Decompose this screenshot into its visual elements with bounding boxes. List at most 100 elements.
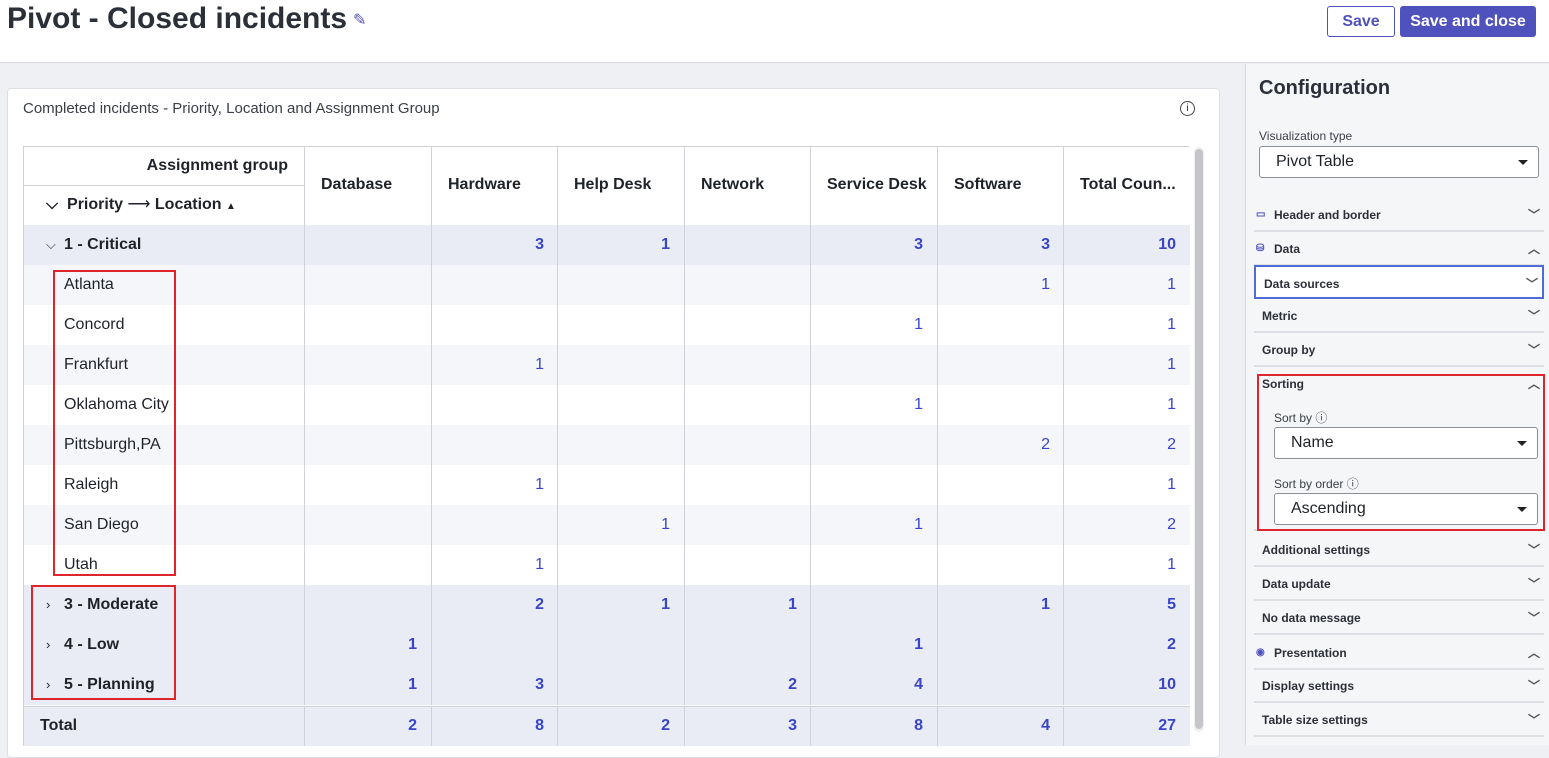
table-cell[interactable]: 1 (1167, 356, 1176, 373)
table-cell[interactable]: 10 (1158, 236, 1176, 253)
cell-border (431, 585, 432, 625)
table-cell[interactable]: 2 (661, 717, 670, 734)
cell-border (1063, 385, 1064, 425)
cell-border (431, 505, 432, 545)
config-section[interactable]: ⛁ Data ︿ (1254, 232, 1544, 266)
table-cell[interactable]: 1 (661, 236, 670, 253)
cell-border (304, 585, 305, 625)
table-cell[interactable]: 4 (1041, 717, 1050, 734)
label-text: Sort by (1274, 411, 1313, 425)
table-cell[interactable]: 1 (914, 316, 923, 333)
table-cell[interactable]: 2 (1041, 436, 1050, 453)
table-cell[interactable]: 5 (1167, 596, 1176, 613)
info-icon[interactable]: i (1180, 101, 1195, 116)
section-chevron[interactable]: ﹀ (1527, 713, 1540, 727)
expand-chevron[interactable]: › (46, 677, 51, 692)
table-cell[interactable]: 2 (1167, 516, 1176, 533)
section-chevron[interactable]: ﹀ (1527, 611, 1540, 625)
table-cell[interactable]: 1 (1167, 476, 1176, 493)
section-chevron[interactable]: ﹀ (1527, 343, 1540, 357)
sort-by-select[interactable]: Name (1274, 427, 1538, 459)
section-label: Display settings (1262, 679, 1355, 693)
table-cell[interactable]: 2 (788, 676, 797, 693)
section-chevron[interactable]: ﹀ (1527, 577, 1540, 591)
table-cell[interactable]: 10 (1158, 676, 1176, 693)
table-cell[interactable]: 2 (1167, 436, 1176, 453)
sort-icon[interactable]: ▲ (226, 201, 236, 212)
config-section[interactable]: Data sources ﹀ (1254, 265, 1544, 299)
table-cell[interactable]: 1 (535, 556, 544, 573)
row-group-header[interactable]: ⌵ Priority ⟶ Location ▲ (46, 186, 236, 224)
column-header: Service Desk (810, 147, 937, 225)
table-cell[interactable]: 1 (914, 516, 923, 533)
table-cell[interactable]: 3 (535, 236, 544, 253)
table-cell[interactable]: 27 (1158, 717, 1176, 734)
config-section[interactable]: Additional settings ﹀ (1254, 533, 1544, 567)
config-section[interactable]: Metric ﹀ (1254, 299, 1544, 333)
section-label: Data update (1262, 577, 1331, 591)
section-chevron[interactable]: ﹀ (1525, 277, 1538, 291)
cell-border (937, 385, 938, 425)
table-cell[interactable]: 1 (1041, 276, 1050, 293)
cell-border (937, 545, 938, 585)
section-chevron[interactable]: ︿ (1527, 377, 1540, 391)
table-cell[interactable]: 3 (535, 676, 544, 693)
table-cell[interactable]: 1 (1167, 556, 1176, 573)
table-cell[interactable]: 1 (661, 596, 670, 613)
table-cell[interactable]: 2 (1167, 636, 1176, 653)
table-cell[interactable]: 8 (914, 717, 923, 734)
table-cell[interactable]: 3 (788, 717, 797, 734)
table-cell[interactable]: 8 (535, 717, 544, 734)
config-section[interactable]: Data update ﹀ (1254, 567, 1544, 601)
table-cell[interactable]: 1 (661, 516, 670, 533)
location-label: Atlanta (64, 276, 114, 293)
expand-chevron[interactable]: › (46, 597, 51, 612)
table-cell[interactable]: 1 (914, 396, 923, 413)
config-section[interactable]: No data message ﹀ (1254, 601, 1544, 635)
cell-border (684, 305, 685, 345)
section-chevron[interactable]: ﹀ (1527, 309, 1540, 323)
table-cell[interactable]: 3 (914, 236, 923, 253)
scrollbar-thumb[interactable] (1195, 149, 1203, 729)
save-button[interactable]: Save (1327, 6, 1395, 37)
section-chevron[interactable]: ﹀ (1527, 679, 1540, 693)
table-cell[interactable]: 1 (914, 636, 923, 653)
cell-border (810, 545, 811, 585)
section-chevron[interactable]: ﹀ (1527, 543, 1540, 557)
cell-border (684, 665, 685, 705)
table-cell[interactable]: 1 (1167, 316, 1176, 333)
config-section[interactable]: ▭ Header and border ﹀ (1254, 198, 1544, 232)
cell-border (557, 665, 558, 705)
config-section[interactable]: Display settings ﹀ (1254, 669, 1544, 703)
table-cell[interactable]: 1 (1167, 396, 1176, 413)
table-cell[interactable]: 1 (408, 636, 417, 653)
cell-border (557, 425, 558, 465)
visualization-type-select[interactable]: Pivot Table (1259, 146, 1539, 178)
sort-order-select[interactable]: Ascending (1274, 493, 1538, 525)
expand-chevron[interactable]: › (46, 637, 51, 652)
config-section[interactable]: Group by ﹀ (1254, 333, 1544, 367)
section-chevron[interactable]: ﹀ (1527, 208, 1540, 222)
cell-border (937, 625, 938, 665)
config-section[interactable]: Table size settings ﹀ (1254, 703, 1544, 737)
table-cell[interactable]: 4 (914, 676, 923, 693)
save-and-close-button[interactable]: Save and close (1400, 6, 1536, 37)
table-cell[interactable]: 1 (408, 676, 417, 693)
table-cell[interactable]: 2 (535, 596, 544, 613)
table-cell[interactable]: 1 (788, 596, 797, 613)
section-chevron[interactable]: ︿ (1527, 242, 1540, 256)
table-cell[interactable]: 1 (535, 476, 544, 493)
section-chevron[interactable]: ︿ (1527, 646, 1540, 660)
chevron[interactable]: ⌵ (46, 196, 59, 213)
table-cell[interactable]: 2 (408, 717, 417, 734)
table-cell[interactable]: 3 (1041, 236, 1050, 253)
table-cell[interactable]: 1 (1167, 276, 1176, 293)
expand-chevron[interactable]: ⌵ (46, 237, 56, 252)
edit-icon[interactable]: ✎ (353, 12, 367, 29)
top-bar: Pivot - Closed incidents ✎ Save Save and… (0, 0, 1549, 63)
table-cell[interactable]: 1 (1041, 596, 1050, 613)
cell-border (684, 625, 685, 665)
cell-border (304, 265, 305, 305)
table-cell[interactable]: 1 (535, 356, 544, 373)
config-section[interactable]: ◉ Presentation ︿ (1254, 636, 1544, 670)
